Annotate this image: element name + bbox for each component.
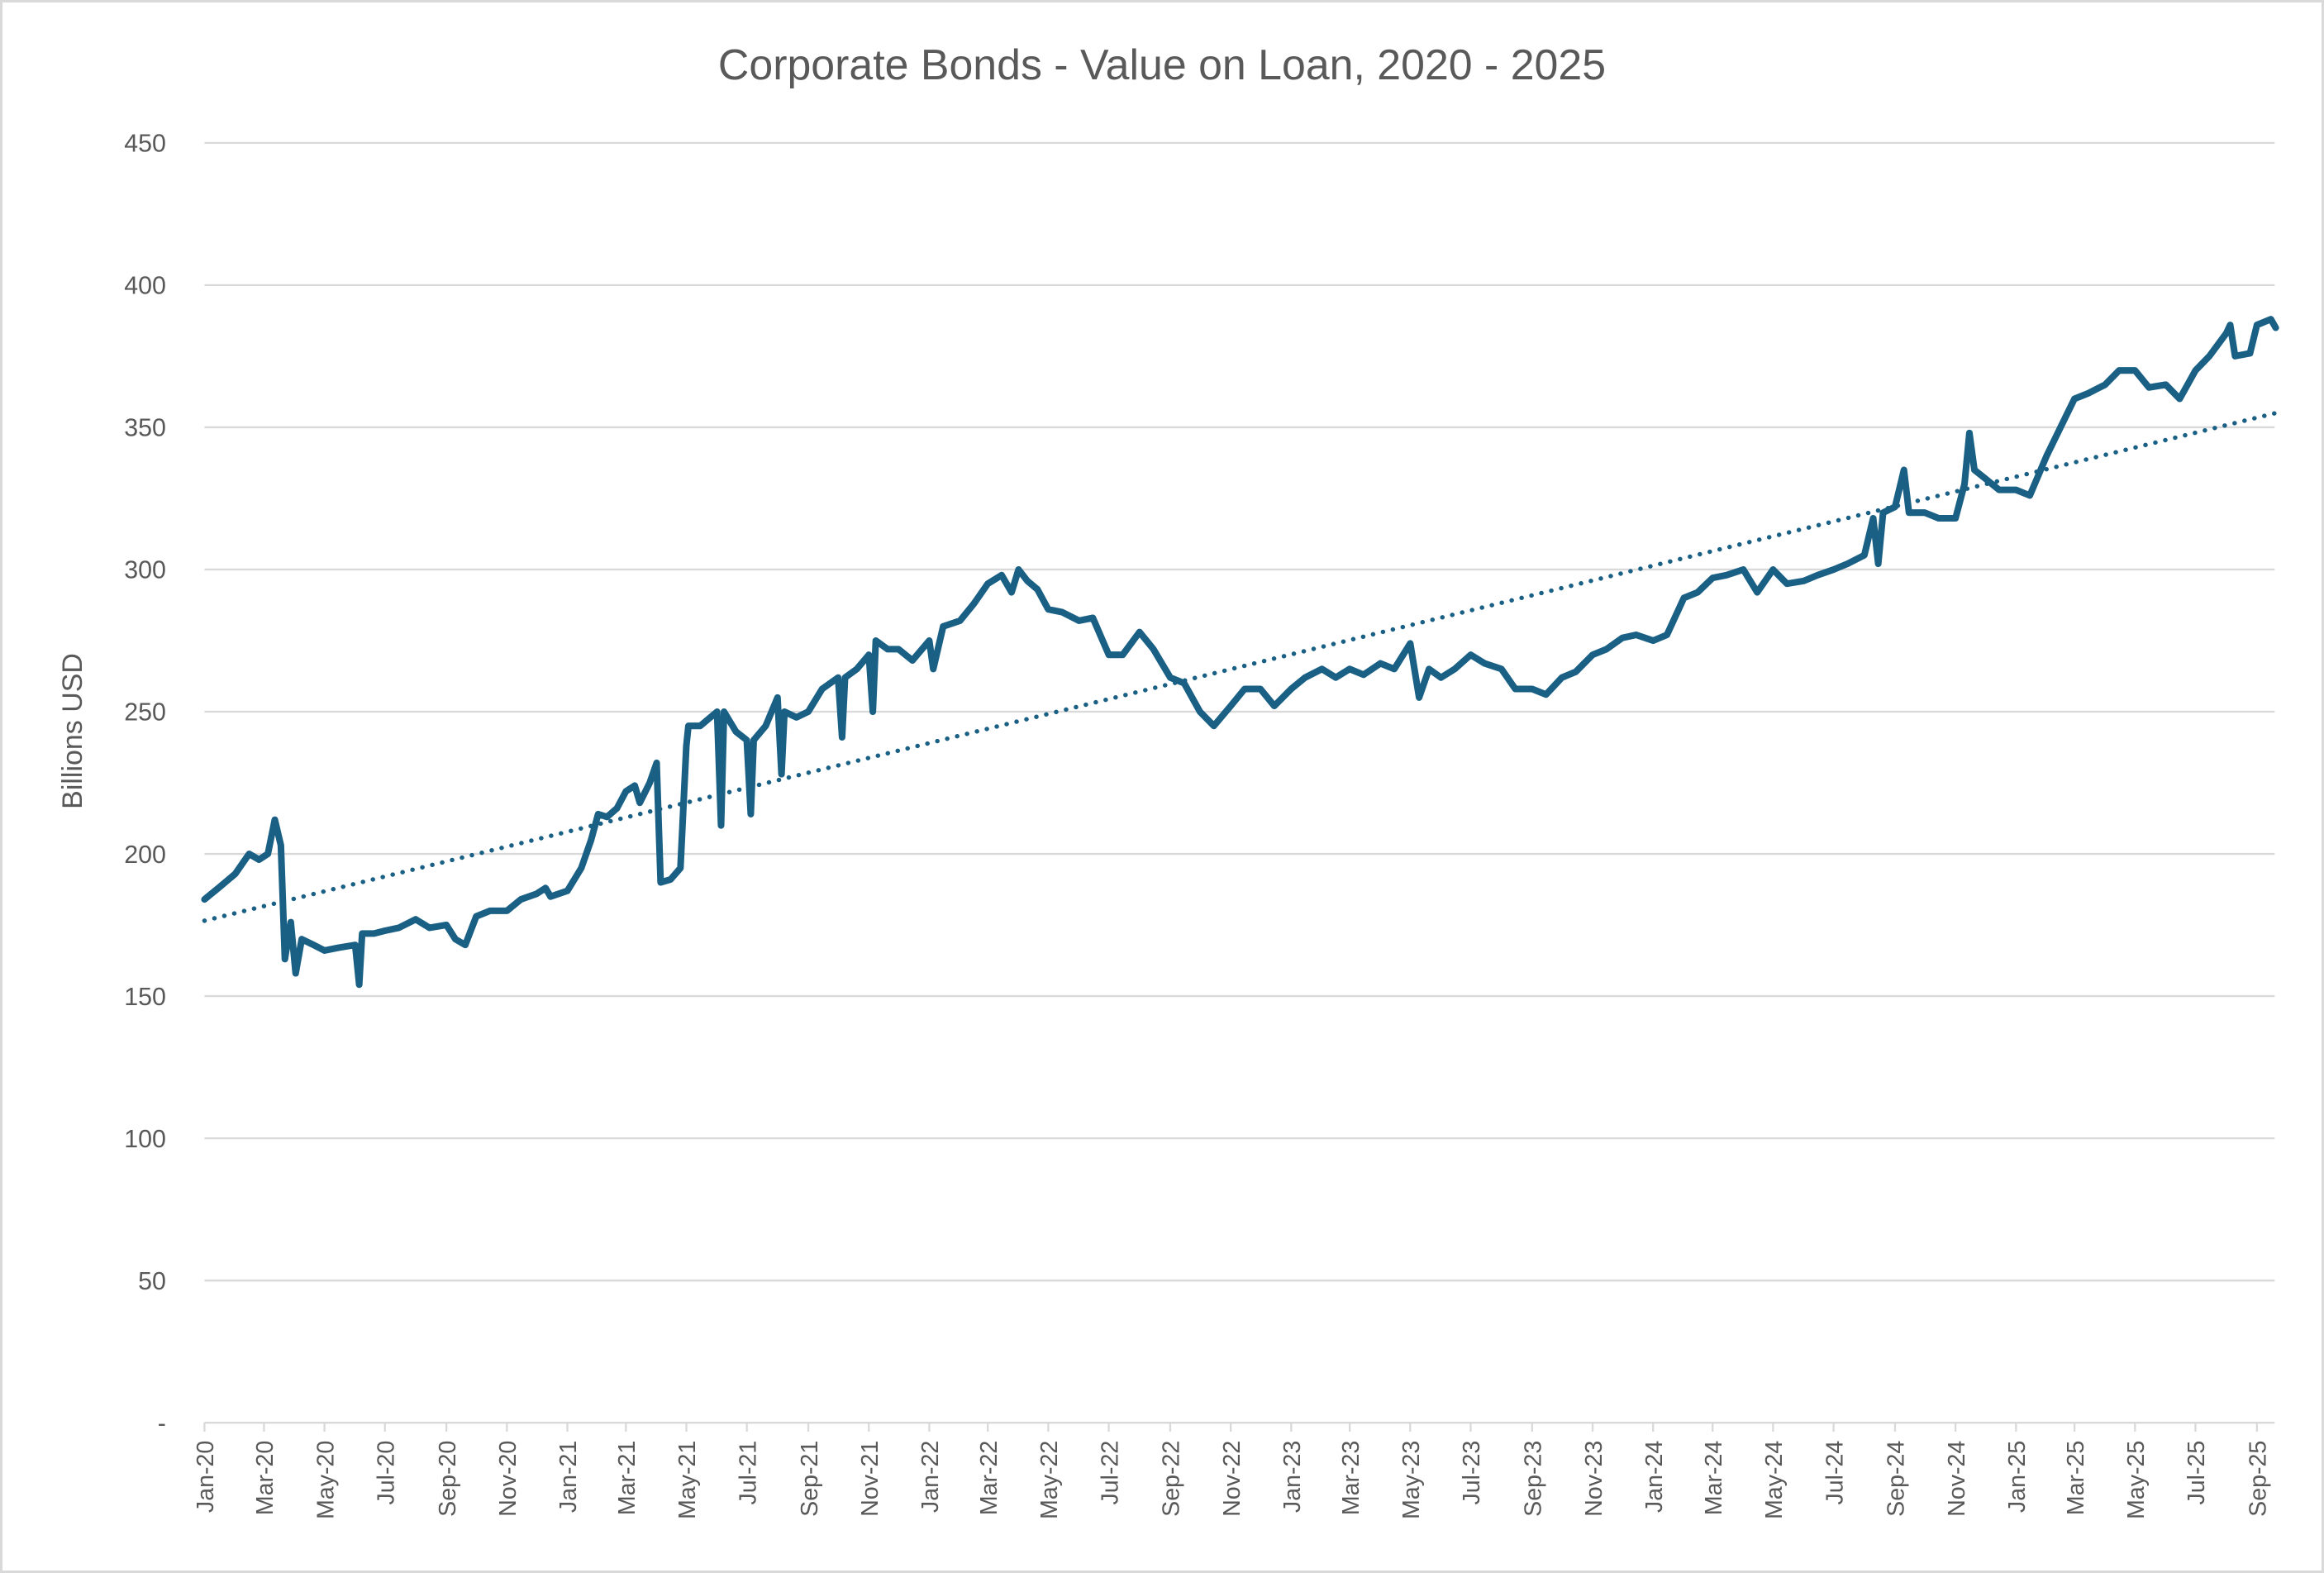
x-tick-label: Nov-22	[1219, 1441, 1245, 1517]
x-tick-label: Mar-21	[614, 1441, 641, 1516]
x-tick-label: Jul-24	[1822, 1441, 1848, 1505]
y-tick-label: -	[158, 1409, 166, 1437]
x-tick-label: Mar-24	[1701, 1441, 1727, 1516]
x-tick-label: Jan-23	[1279, 1441, 1306, 1513]
y-tick-label: 50	[138, 1267, 166, 1295]
y-tick-label: 250	[124, 698, 166, 727]
x-tick-label: Sep-24	[1883, 1441, 1910, 1517]
y-axis-label: Billions USD	[57, 653, 88, 809]
y-tick-label: 450	[124, 130, 166, 158]
x-tick-label: Jul-22	[1097, 1441, 1123, 1505]
plot-area	[201, 316, 2279, 989]
chart-title: Corporate Bonds - Value on Loan, 2020 - …	[718, 41, 1606, 88]
x-tick-label: Jan-20	[193, 1441, 219, 1513]
x-tick-label: May-20	[312, 1441, 339, 1519]
x-tick-label: Nov-21	[857, 1441, 883, 1517]
x-tick-label: Sep-25	[2245, 1441, 2272, 1517]
y-tick-label: 350	[124, 414, 166, 442]
gridlines	[204, 141, 2275, 1424]
x-tick-label: Mar-23	[1338, 1441, 1364, 1516]
x-tick-label: Jan-22	[917, 1441, 944, 1513]
x-tick-label: May-25	[2123, 1441, 2150, 1519]
x-tick-label: Mar-20	[252, 1441, 279, 1516]
y-axis-ticks: - 50 100 150 200 250 300 350 400 450	[124, 130, 166, 1437]
x-tick-label: Jul-23	[1459, 1441, 1485, 1505]
trendline	[202, 411, 2279, 923]
x-tick-label: Sep-23	[1521, 1441, 1547, 1517]
x-tick-label: Jul-25	[2184, 1441, 2210, 1505]
x-tick-label: May-22	[1036, 1441, 1063, 1519]
x-tick-label: Jul-20	[373, 1441, 399, 1505]
y-tick-label: 400	[124, 272, 166, 300]
y-tick-label: 200	[124, 841, 166, 869]
x-tick-label: May-21	[674, 1441, 701, 1519]
x-tick-label: Mar-25	[2063, 1441, 2089, 1516]
y-tick-label: 300	[124, 556, 166, 584]
x-tick-label: Jan-21	[555, 1441, 582, 1513]
x-tick-label: Sep-20	[435, 1441, 461, 1517]
x-tick-label: Sep-22	[1159, 1441, 1185, 1517]
x-tick-label: May-23	[1398, 1441, 1425, 1519]
series-line	[201, 316, 2279, 989]
y-tick-label: 150	[124, 983, 166, 1011]
x-tick-label: Jul-21	[735, 1441, 761, 1505]
x-tick-label: Jan-25	[2004, 1441, 2031, 1513]
x-tick-label: Nov-20	[495, 1441, 521, 1517]
x-tick-label: May-24	[1761, 1441, 1788, 1519]
y-tick-label: 100	[124, 1125, 166, 1153]
x-axis-ticks: Jan-20 Mar-20 May-20 Jul-20 Sep-20 Nov-20 Jan-…	[193, 1423, 2272, 1519]
x-tick-label: Jan-24	[1641, 1441, 1668, 1513]
x-tick-label: Sep-21	[797, 1441, 823, 1517]
x-tick-label: Nov-24	[1944, 1441, 1970, 1517]
x-tick-label: Mar-22	[976, 1441, 1002, 1516]
x-tick-label: Nov-23	[1581, 1441, 1607, 1517]
